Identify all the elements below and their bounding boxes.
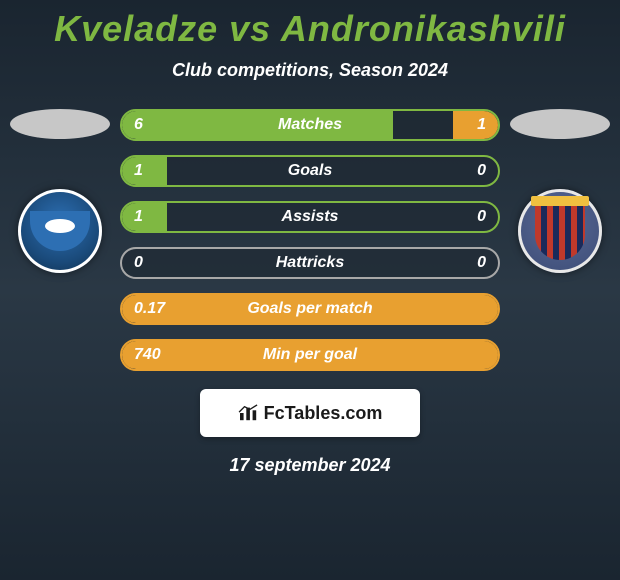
left-side: [0, 109, 120, 273]
right-side: [500, 109, 620, 273]
stat-row: 0.17Goals per match: [120, 293, 500, 325]
stat-label: Min per goal: [122, 346, 498, 364]
date-label: 17 september 2024: [0, 455, 620, 476]
right-club-logo: [518, 189, 602, 273]
stat-label: Matches: [122, 116, 498, 134]
chart-icon: [238, 404, 260, 422]
stat-label: Hattricks: [122, 254, 498, 272]
right-player-oval: [510, 109, 610, 139]
stat-label: Goals per match: [122, 300, 498, 318]
footer-brand-badge[interactable]: FcTables.com: [200, 389, 420, 437]
stat-label: Goals: [122, 162, 498, 180]
comparison-content: 61Matches 10Goals 10Assists 00Hattricks 0.17…: [0, 109, 620, 371]
left-player-oval: [10, 109, 110, 139]
stat-row: 10Assists: [120, 201, 500, 233]
stat-row: 00Hattricks: [120, 247, 500, 279]
stat-row: 740Min per goal: [120, 339, 500, 371]
stat-row: 10Goals: [120, 155, 500, 187]
stat-row: 61Matches: [120, 109, 500, 141]
left-club-logo: [18, 189, 102, 273]
stat-bars: 61Matches 10Goals 10Assists 00Hattricks 0.17…: [120, 109, 500, 371]
footer-brand-text: FcTables.com: [264, 403, 383, 424]
stat-label: Assists: [122, 208, 498, 226]
subtitle: Club competitions, Season 2024: [0, 60, 620, 81]
page-title: Kveladze vs Andronikashvili: [0, 0, 620, 50]
